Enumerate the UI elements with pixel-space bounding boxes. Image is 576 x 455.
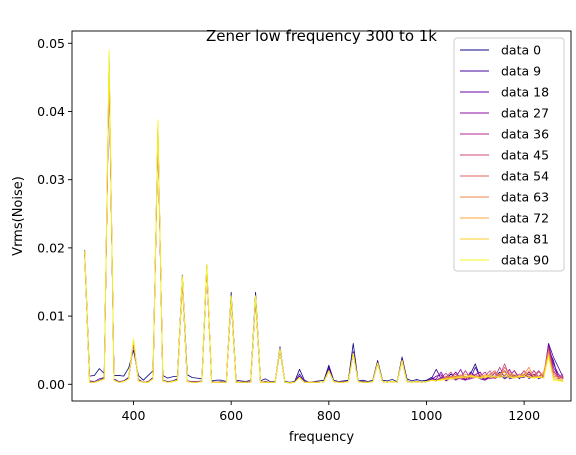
plot-frame: [71, 30, 572, 402]
y-axis: 0.00 0.01 0.02 0.03 0.04 0.05: [37, 36, 72, 392]
legend-label: data 36: [501, 127, 549, 142]
y-tick-label: 0.00: [37, 377, 65, 392]
legend-label: data 27: [501, 106, 549, 121]
x-axis: 400 600 800 1000 1200: [122, 401, 540, 423]
legend: data 0 data 9 data 18 data 27 data 36 data 45…: [453, 37, 565, 272]
x-tick-label: 1000: [411, 408, 443, 423]
y-tick-label: 0.02: [37, 240, 65, 255]
legend-items: data 0 data 9 data 18 data 27 data 36 data 45…: [460, 43, 549, 268]
y-tick-label: 0.04: [37, 104, 65, 119]
legend-label: data 9: [501, 64, 541, 79]
series-layer: [84, 49, 564, 384]
legend-label: data 63: [501, 190, 549, 205]
y-axis-label: Vrms(Noise): [11, 176, 26, 256]
legend-label: data 72: [501, 211, 549, 226]
legend-label: data 0: [501, 43, 541, 58]
x-tick-label: 400: [122, 408, 146, 423]
x-tick-label: 800: [317, 408, 341, 423]
legend-label: data 90: [501, 253, 549, 268]
legend-label: data 54: [501, 169, 549, 184]
legend-label: data 81: [501, 232, 549, 247]
legend-label: data 18: [501, 85, 549, 100]
series-line-10: [84, 49, 564, 384]
y-tick-label: 0.05: [37, 36, 65, 51]
x-tick-label: 1200: [508, 408, 540, 423]
x-axis-label: frequency: [289, 430, 355, 445]
y-tick-label: 0.03: [37, 172, 65, 187]
y-tick-label: 0.01: [37, 309, 65, 324]
x-tick-label: 600: [219, 408, 243, 423]
legend-label: data 45: [501, 148, 549, 163]
legend-frame: [453, 37, 565, 272]
chart-title: Zener low frequency 300 to 1k: [206, 27, 437, 45]
